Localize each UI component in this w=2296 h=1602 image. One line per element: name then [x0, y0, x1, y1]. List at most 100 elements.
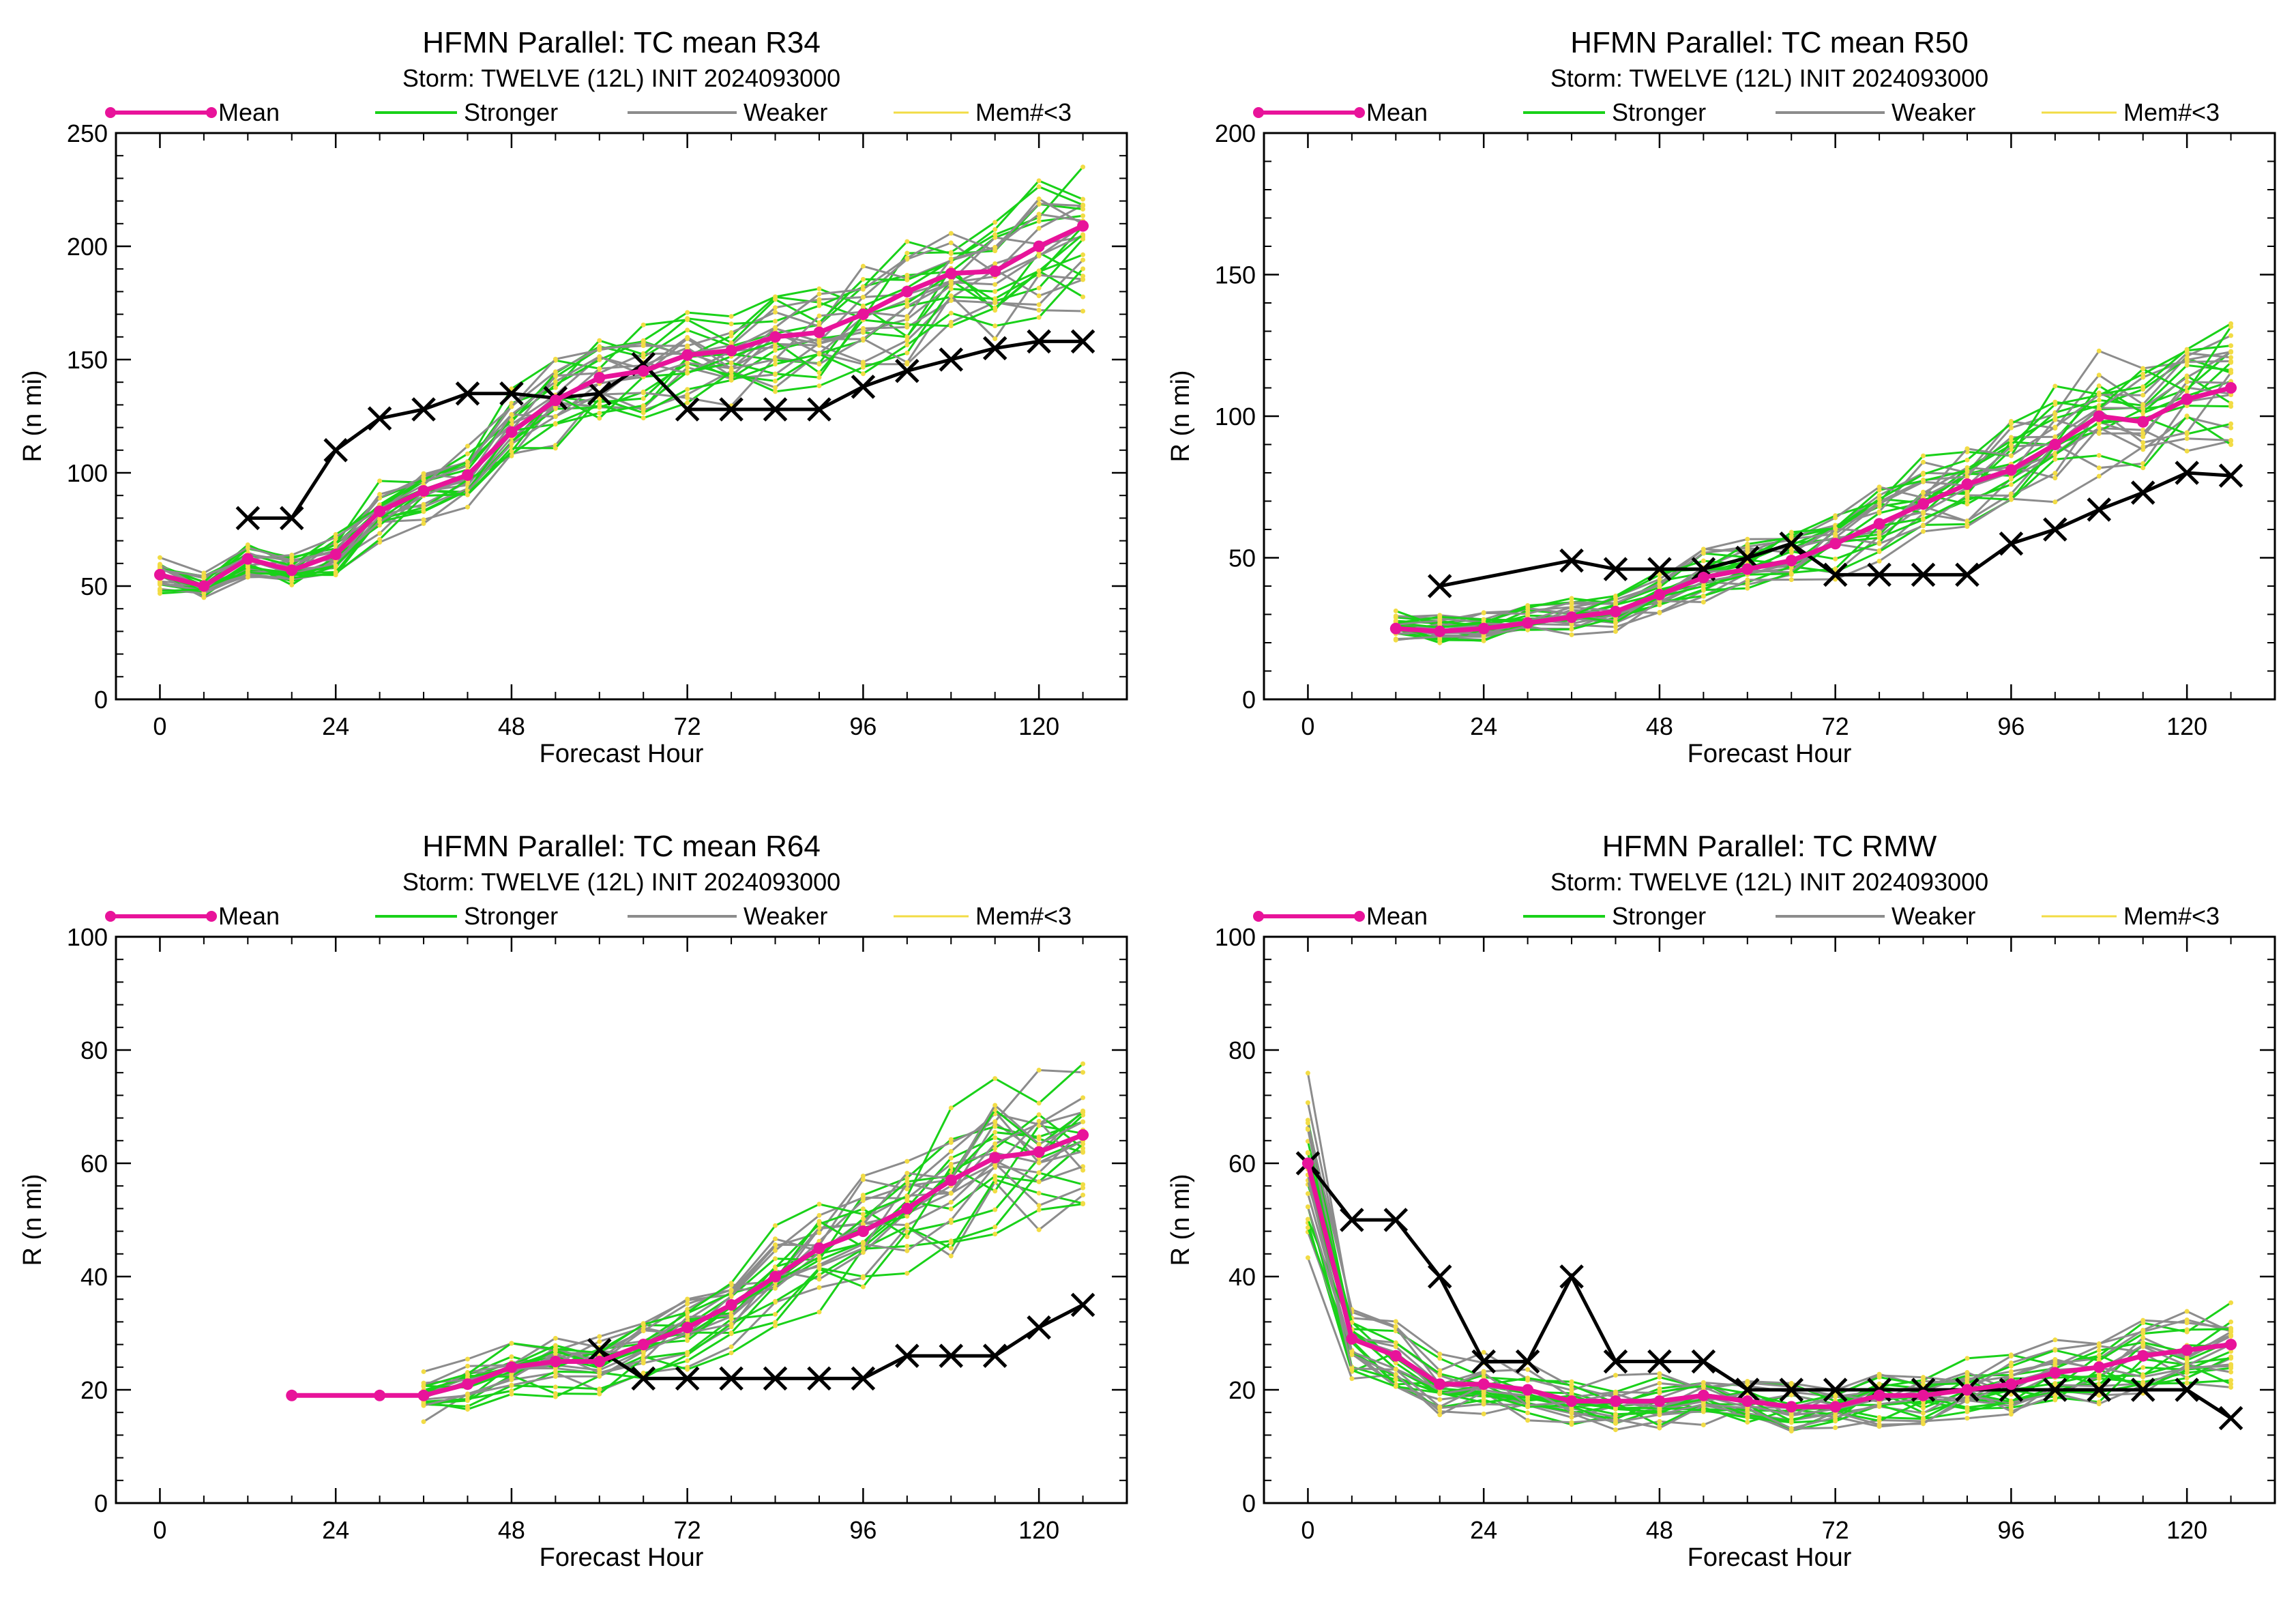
- member-point: [2140, 434, 2146, 439]
- member-point: [597, 416, 602, 421]
- member-point: [377, 492, 383, 497]
- member-point: [1789, 529, 1794, 535]
- member-point: [1833, 1392, 1838, 1397]
- member-point: [904, 338, 910, 343]
- member-point: [1701, 1422, 1706, 1427]
- member-point: [553, 1384, 558, 1390]
- member-point: [2008, 482, 2014, 487]
- member-point: [1876, 1422, 1882, 1427]
- member-point: [773, 1320, 778, 1325]
- member-point: [1036, 1203, 1042, 1208]
- member-point: [641, 1358, 646, 1363]
- member-point: [2052, 383, 2058, 389]
- member-point: [685, 360, 690, 366]
- member-point: [1657, 1418, 1662, 1424]
- x-axis-label: Forecast Hour: [1688, 740, 1852, 768]
- member-line-weaker: [159, 259, 1084, 599]
- member-point: [904, 1186, 910, 1192]
- member-point: [860, 287, 866, 292]
- mean-marker: [1961, 1384, 1973, 1396]
- member-point: [1036, 1123, 1042, 1128]
- y-axis-label: R (n mi): [18, 370, 47, 462]
- observed-marker: [1603, 1349, 1628, 1374]
- mean-marker: [461, 469, 473, 481]
- observed-marker: [982, 336, 1007, 361]
- member-point: [333, 534, 338, 540]
- member-point: [1789, 1426, 1794, 1431]
- x-tick-label: 0: [153, 1516, 166, 1544]
- member-point: [773, 1236, 778, 1242]
- x-tick-label: 120: [2166, 712, 2207, 740]
- x-tick-label: 120: [2166, 1516, 2207, 1544]
- member-point: [816, 286, 822, 291]
- member-point: [1964, 524, 1970, 529]
- mean-marker: [813, 326, 825, 338]
- member-point: [2096, 465, 2102, 471]
- chart-title: HFMN Parallel: TC mean R64: [422, 830, 821, 863]
- observed-marker: [2130, 480, 2155, 505]
- member-point: [1036, 1067, 1042, 1073]
- member-point: [1305, 1071, 1310, 1076]
- member-point: [1080, 276, 1086, 282]
- member-point: [1701, 587, 1706, 593]
- y-tick-label: 60: [1228, 1150, 1256, 1178]
- member-point: [2008, 1354, 2014, 1359]
- x-axis-label: Forecast Hour: [540, 740, 704, 768]
- member-point: [816, 1202, 822, 1207]
- member-point: [1613, 1420, 1618, 1425]
- member-point: [1481, 1411, 1486, 1416]
- legend-label-weaker: Weaker: [1892, 98, 1975, 126]
- member-point: [1657, 1389, 1662, 1395]
- member-point: [289, 558, 295, 564]
- chart-title: HFMN Parallel: TC mean R50: [1570, 26, 1969, 59]
- member-point: [1921, 1406, 1926, 1411]
- member-point: [553, 1373, 558, 1379]
- member-point: [860, 263, 866, 269]
- member-point: [1393, 1340, 1398, 1345]
- member-point: [1789, 1420, 1794, 1425]
- member-point: [2184, 351, 2190, 356]
- mean-marker: [1697, 572, 1709, 584]
- member-point: [509, 1382, 514, 1388]
- member-point: [992, 1177, 998, 1182]
- member-point: [2184, 1380, 2190, 1386]
- member-line-stronger: [1307, 1219, 2232, 1424]
- member-point: [1921, 491, 1926, 496]
- member-point: [728, 373, 734, 378]
- chart-subtitle: Storm: TWELVE (12L) INIT 2024093000: [402, 868, 840, 896]
- member-point: [1036, 1170, 1042, 1176]
- mean-marker: [1077, 1129, 1089, 1141]
- member-point: [2052, 1395, 2058, 1400]
- member-point: [465, 463, 470, 469]
- member-point: [2184, 413, 2190, 419]
- member-point: [2140, 440, 2146, 446]
- member-point: [860, 1222, 866, 1227]
- member-point: [1921, 517, 1926, 523]
- member-point: [2096, 431, 2102, 436]
- observed-marker: [631, 1366, 656, 1391]
- member-point: [2228, 1319, 2234, 1324]
- member-point: [1437, 1351, 1443, 1356]
- member-point: [553, 385, 558, 390]
- legend-label-stronger: Stronger: [1612, 98, 1706, 126]
- member-point: [2140, 366, 2146, 372]
- observed-marker: [2175, 461, 2199, 485]
- member-point: [377, 519, 383, 525]
- member-point: [2140, 444, 2146, 450]
- mean-marker: [681, 1322, 694, 1334]
- member-point: [860, 360, 866, 365]
- member-point: [597, 403, 602, 408]
- legend-label-few: Mem#<3: [975, 902, 1072, 930]
- member-point: [2008, 1373, 2014, 1378]
- chart-subtitle: Storm: TWELVE (12L) INIT 2024093000: [402, 64, 840, 92]
- member-point: [1525, 1394, 1531, 1399]
- member-point: [1921, 453, 1926, 458]
- chart-panel-4: HFMN Parallel: TC RMW Storm: TWELVE (12L)…: [1166, 830, 2276, 1572]
- member-point: [1876, 510, 1882, 516]
- member-point: [1701, 551, 1706, 556]
- member-point: [992, 1103, 998, 1108]
- member-point: [773, 379, 778, 384]
- mean-marker: [2137, 416, 2149, 428]
- observed-line: [248, 339, 1083, 520]
- mean-marker: [857, 1225, 869, 1238]
